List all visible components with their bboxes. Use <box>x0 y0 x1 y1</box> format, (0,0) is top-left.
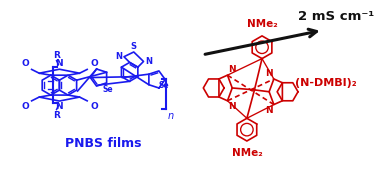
Text: N: N <box>265 106 273 114</box>
Text: S: S <box>131 42 137 51</box>
Text: O: O <box>21 102 29 111</box>
Text: (N-DMBI)₂: (N-DMBI)₂ <box>295 78 356 88</box>
Text: N: N <box>146 57 152 66</box>
Text: N: N <box>228 102 236 111</box>
Text: n: n <box>167 111 174 121</box>
Text: N: N <box>228 65 236 74</box>
Text: N: N <box>265 69 273 78</box>
Text: O: O <box>90 102 98 111</box>
Text: R: R <box>53 110 60 120</box>
Text: Se: Se <box>159 81 169 90</box>
Text: R: R <box>53 51 60 60</box>
Text: Se: Se <box>102 85 113 94</box>
Text: 2 mS cm⁻¹: 2 mS cm⁻¹ <box>298 9 374 23</box>
Text: O: O <box>90 60 98 68</box>
Text: N: N <box>115 52 122 61</box>
Text: PNBS films: PNBS films <box>65 137 141 150</box>
Text: N: N <box>56 59 63 68</box>
Text: NMe₂: NMe₂ <box>231 148 262 158</box>
Text: N: N <box>56 102 63 111</box>
Text: NMe₂: NMe₂ <box>247 19 277 29</box>
Text: O: O <box>21 60 29 68</box>
